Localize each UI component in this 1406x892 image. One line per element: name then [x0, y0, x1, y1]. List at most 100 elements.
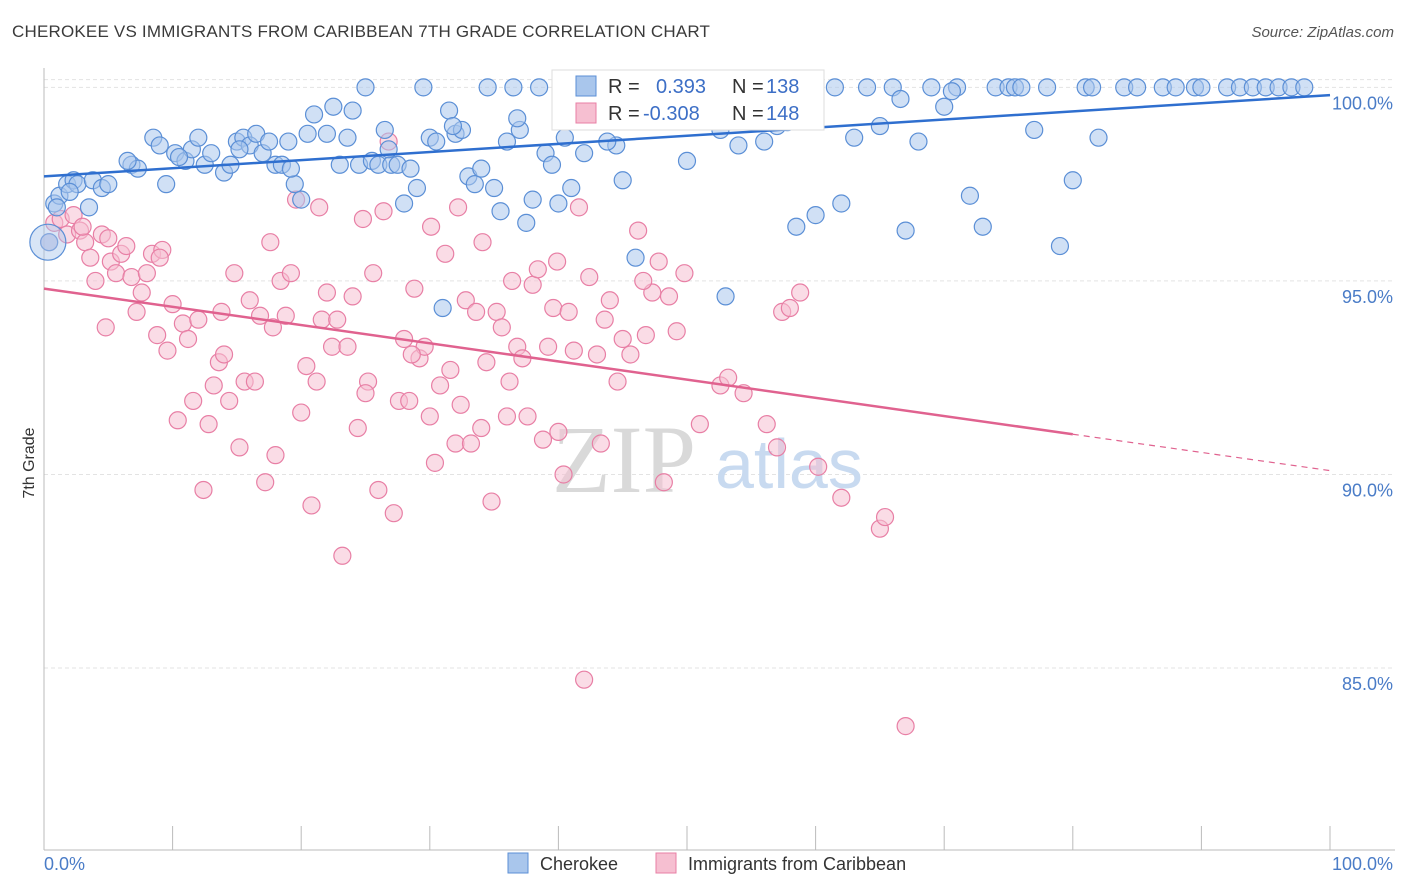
caribbean-point [240, 291, 259, 310]
caribbean-point [587, 345, 607, 364]
cherokee-point [832, 194, 851, 213]
cherokee-point [169, 147, 189, 167]
caribbean-point [518, 407, 537, 426]
caribbean-point [132, 283, 151, 302]
bottom-legend-cherokee: Cherokee [540, 854, 618, 874]
caribbean-point [523, 275, 542, 294]
caribbean-point [338, 337, 357, 356]
caribbean-point [81, 248, 100, 267]
caribbean-trend-line [43, 287, 1073, 436]
caribbean-point [281, 264, 301, 283]
caribbean-point [634, 271, 653, 291]
caribbean-point [163, 295, 182, 314]
trend-lines [43, 93, 1331, 472]
cherokee-point [896, 221, 915, 240]
cherokee-point [508, 109, 527, 128]
series-legend: Cherokee Immigrants from Caribbean [507, 852, 906, 874]
cherokee-point [375, 120, 394, 140]
cherokee-point [1166, 78, 1185, 97]
cherokee-point [1192, 78, 1211, 97]
caribbean-point [809, 457, 828, 476]
caribbean-point [117, 236, 136, 256]
caribbean-point [654, 473, 673, 492]
caribbean-point [400, 391, 419, 411]
caribbean-point [333, 546, 352, 565]
bottom-legend-swatch-caribbean [655, 852, 677, 874]
cherokee-point [79, 198, 99, 217]
cherokee-point [279, 132, 298, 151]
caribbean-point [446, 434, 465, 453]
caribbean-point [425, 453, 445, 472]
caribbean-point [276, 306, 295, 325]
caribbean-point [263, 318, 283, 337]
caribbean-point [608, 372, 627, 391]
axes [43, 68, 1395, 851]
caribbean-point [256, 473, 275, 492]
cherokee-point [230, 140, 249, 159]
caribbean-point [348, 418, 367, 438]
cherokee-point [530, 78, 549, 97]
caribbean-point [791, 283, 810, 302]
watermark-zip: ZIP [552, 406, 696, 513]
caribbean-point [220, 391, 239, 411]
legend-r-value-1: 0.393 [656, 76, 706, 98]
caribbean-point [384, 504, 403, 523]
y-axis-label: 7th Grade [21, 427, 38, 498]
caribbean-point [544, 298, 563, 318]
caribbean-point [472, 418, 491, 438]
caribbean-point [322, 337, 342, 356]
caribbean-point [559, 302, 578, 321]
caribbean-point [86, 271, 105, 291]
legend-r-label-2: R = [608, 103, 640, 125]
cherokee-point [1025, 120, 1044, 140]
caribbean-point [158, 341, 177, 360]
cherokee-point [401, 159, 420, 178]
caribbean-point [178, 329, 198, 349]
cherokee-trend-line [43, 93, 1331, 178]
caribbean-point [364, 264, 383, 283]
caribbean-point [533, 430, 553, 449]
cherokee-point [613, 171, 632, 190]
cherokee-point [338, 128, 357, 147]
caribbean-point [420, 407, 439, 426]
caribbean-point [621, 345, 640, 364]
caribbean-point [436, 244, 455, 263]
legend-n-value-2: 148 [766, 103, 799, 125]
caribbean-point [497, 407, 517, 426]
caribbean-point [500, 372, 519, 391]
caribbean-point [482, 492, 501, 511]
cherokee-point [891, 89, 910, 109]
caribbean-point [245, 372, 265, 391]
caribbean-point [214, 345, 234, 364]
cherokee-point [281, 159, 301, 178]
cherokee-point [465, 175, 484, 194]
caribbean-point [675, 264, 694, 283]
cherokee-point [1295, 78, 1314, 97]
caribbean-point [636, 326, 655, 345]
caribbean-point [492, 318, 511, 337]
caribbean-point [312, 310, 331, 329]
caribbean-point [832, 488, 851, 507]
caribbean-point [503, 271, 522, 291]
caribbean-point [580, 267, 599, 287]
cherokee-point [99, 175, 118, 194]
legend-r-label-1: R = [608, 76, 640, 98]
cherokee-point [517, 213, 536, 232]
cherokee-point [330, 155, 349, 174]
stats-legend-box [551, 69, 825, 131]
caribbean-point [528, 260, 547, 279]
cherokee-point [259, 132, 279, 151]
cherokee-point [472, 159, 491, 178]
cherokee-point [935, 97, 954, 116]
caribbean-point [402, 345, 421, 364]
cherokee-point [922, 78, 941, 97]
cherokee-point [1012, 78, 1031, 97]
caribbean-point [757, 415, 776, 434]
cherokee-point [1082, 78, 1102, 97]
caribbean-point [374, 202, 393, 221]
caribbean-point [780, 298, 799, 318]
caribbean-point [405, 279, 424, 298]
caribbean-point [150, 248, 169, 267]
caribbean-point [613, 329, 632, 349]
caribbean-point [76, 233, 95, 252]
